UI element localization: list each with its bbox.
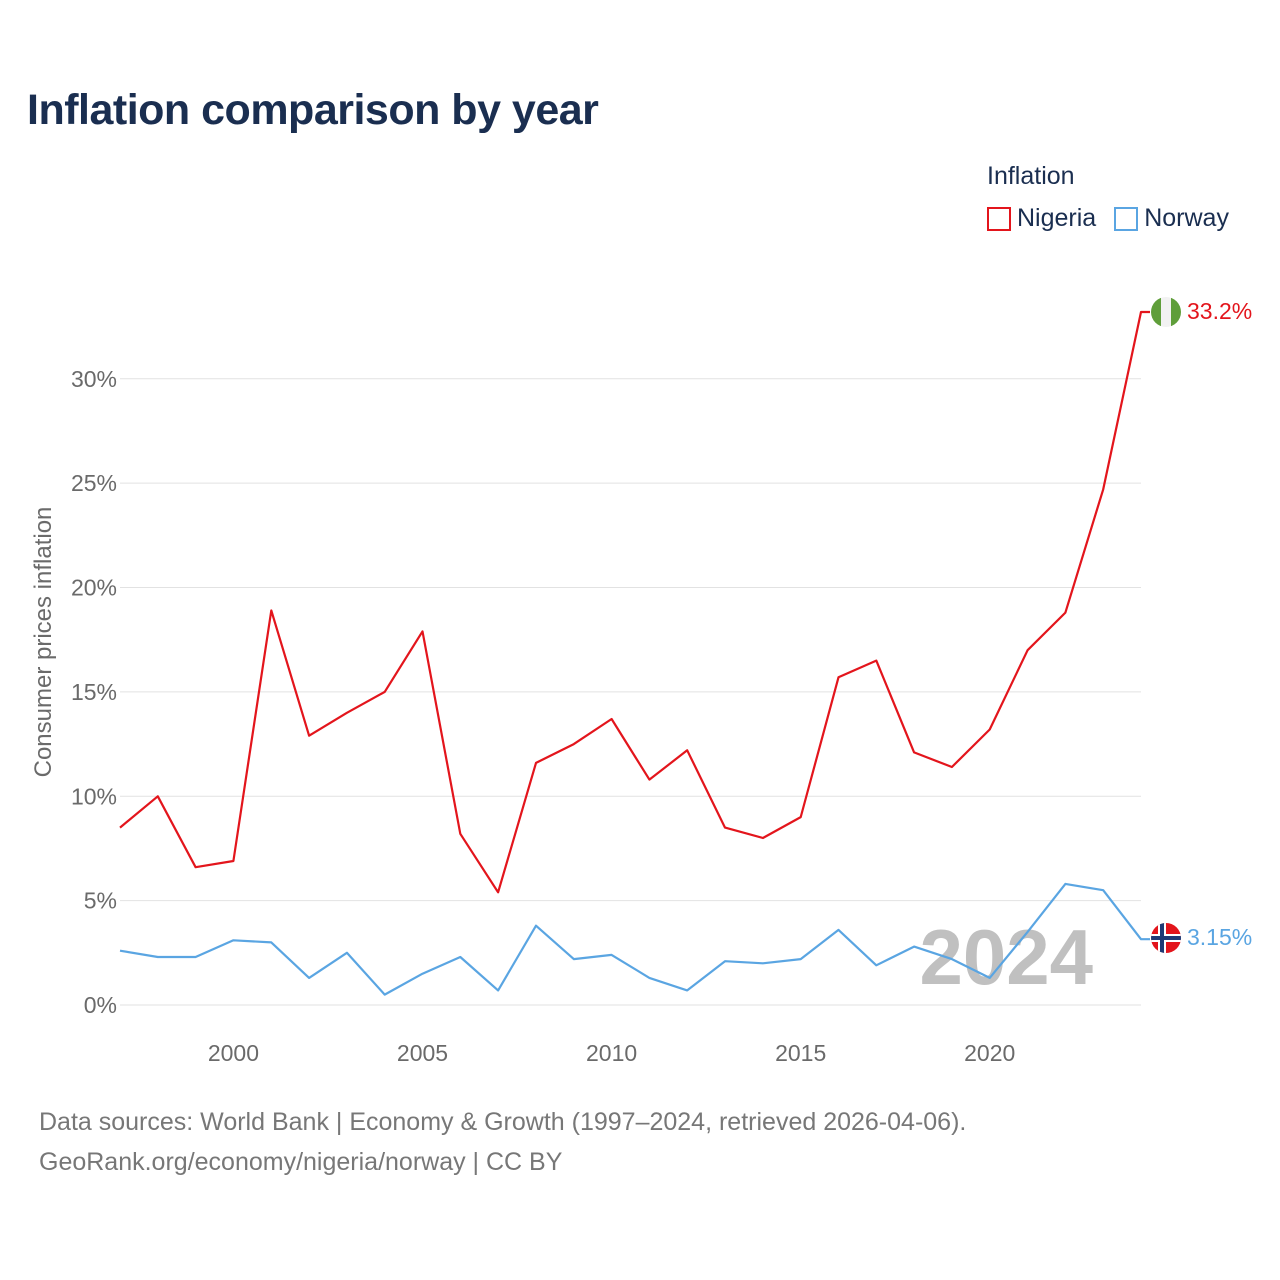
x-tick-label: 2020	[964, 1040, 1015, 1066]
series-line-nigeria	[119, 310, 1150, 894]
norway-end-label: 3.15%	[1187, 924, 1252, 950]
y-tick-label: 0%	[84, 992, 117, 1018]
legend-swatch-nigeria	[987, 206, 1011, 231]
nigeria-end-label: 33.2%	[1187, 298, 1252, 324]
chart-title: Inflation comparison by year	[27, 86, 599, 134]
legend-title: Inflation	[987, 162, 1075, 190]
x-tick-label: 2000	[208, 1040, 259, 1066]
legend-label-norway: Norway	[1144, 204, 1229, 232]
norway-flag-icon	[1151, 923, 1181, 953]
nigeria-flag-icon	[1151, 297, 1181, 327]
series	[119, 310, 1150, 996]
legend-swatch-norway	[1114, 206, 1139, 231]
footer-sources: Data sources: World Bank | Economy & Gro…	[39, 1108, 967, 1136]
y-axis-label: Consumer prices inflation	[30, 507, 57, 778]
series-line-norway	[119, 882, 1150, 996]
y-tick-label: 25%	[71, 470, 117, 496]
x-axis: 2000 2005 2010 2015 2020	[208, 1040, 1015, 1066]
y-tick-label: 5%	[84, 888, 117, 914]
legend: Nigeria Norway	[987, 204, 1247, 233]
grid	[120, 378, 1141, 1006]
legend-label-nigeria: Nigeria	[1017, 204, 1097, 232]
legend-item-nigeria[interactable]: Nigeria	[987, 204, 1096, 233]
y-tick-label: 30%	[71, 366, 117, 392]
footer-link[interactable]: GeoRank.org/economy/nigeria/norway | CC …	[39, 1148, 563, 1176]
y-tick-label: 10%	[71, 783, 117, 809]
x-tick-label: 2010	[586, 1040, 637, 1066]
y-axis: 0% 5% 10% 15% 20% 25% 30%	[71, 366, 117, 1018]
legend-item-norway[interactable]: Norway	[1114, 204, 1229, 233]
x-tick-label: 2005	[397, 1040, 448, 1066]
y-tick-label: 15%	[71, 679, 117, 705]
end-markers	[1151, 297, 1181, 953]
x-tick-label: 2015	[775, 1040, 826, 1066]
y-tick-label: 20%	[71, 575, 117, 601]
